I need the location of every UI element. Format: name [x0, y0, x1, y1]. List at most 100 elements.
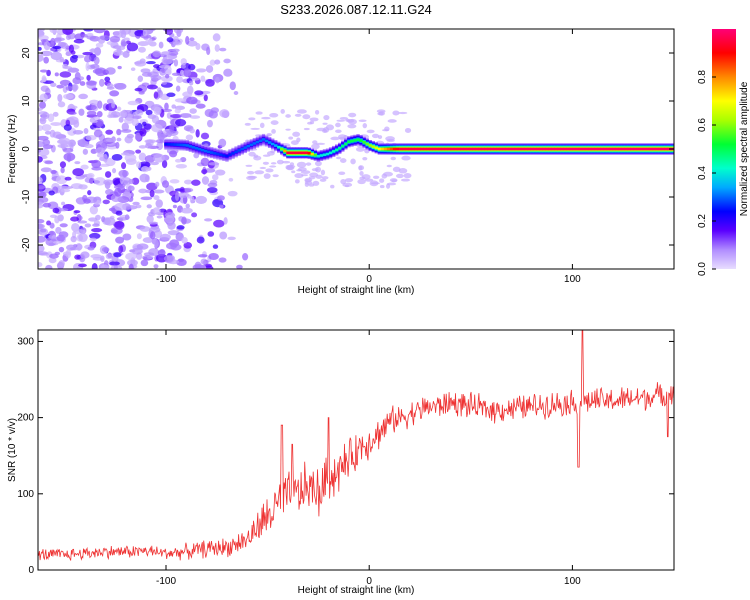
ridge-cell — [545, 147, 549, 151]
noise-blob — [212, 33, 221, 42]
noise-blob — [121, 41, 128, 47]
ridge-cell — [350, 139, 354, 143]
noise-blob — [262, 154, 271, 157]
top-x-tick-label: 0 — [366, 274, 372, 285]
noise-blob — [177, 192, 190, 198]
ridge-cell — [551, 147, 555, 151]
noise-blob — [88, 217, 98, 222]
noise-blob — [86, 32, 94, 37]
ridge-cell — [328, 151, 333, 155]
ridge-cell — [472, 147, 476, 151]
noise-blob — [38, 235, 47, 243]
ridge-cell — [435, 147, 439, 151]
ridge-cell — [319, 154, 324, 157]
ridge-cell — [292, 151, 296, 155]
ridge-cell — [493, 147, 497, 151]
noise-blob — [139, 226, 151, 232]
noise-blob — [100, 264, 110, 269]
ridge-cell — [496, 147, 500, 151]
noise-blob — [209, 59, 216, 66]
ridge-cell — [228, 153, 232, 157]
noise-blob — [125, 252, 137, 261]
noise-blob — [236, 264, 243, 269]
noise-blob — [146, 255, 154, 260]
snr-marks — [38, 330, 674, 561]
ridge-cell — [383, 147, 388, 151]
noise-blob — [302, 114, 311, 120]
noise-blob — [90, 64, 100, 69]
noise-blob — [80, 164, 89, 170]
noise-blob — [104, 76, 111, 82]
noise-blob — [155, 253, 168, 263]
noise-blob — [189, 128, 195, 134]
noise-blob — [285, 114, 291, 118]
noise-blob — [149, 189, 155, 198]
ridge-cell — [289, 151, 293, 155]
noise-blob — [358, 119, 367, 123]
noise-blob — [87, 246, 95, 251]
ridge-cell — [645, 147, 650, 151]
noise-blob — [49, 222, 55, 229]
noise-blob — [398, 111, 408, 115]
noise-blob — [195, 103, 206, 109]
ridge-cell — [447, 147, 452, 151]
bottom-x-tick-label: 0 — [366, 576, 372, 587]
noise-blob — [153, 91, 159, 99]
noise-blob — [126, 42, 139, 52]
noise-blob — [89, 99, 99, 106]
ridge-cell — [283, 149, 287, 153]
noise-blob — [161, 159, 168, 169]
noise-blob — [57, 93, 63, 103]
ridge-cell — [286, 151, 290, 155]
noise-blob — [78, 184, 88, 190]
ridge-cell — [200, 148, 205, 152]
noise-blob — [83, 198, 91, 204]
noise-blob — [336, 119, 346, 122]
bottom-y-tick-label: 300 — [17, 336, 34, 347]
noise-blob — [288, 136, 294, 140]
ridge-cell — [219, 153, 223, 157]
noise-blob — [303, 127, 310, 131]
ridge-cell — [618, 147, 622, 151]
noise-blob — [50, 122, 62, 127]
noise-blob — [38, 201, 44, 205]
noise-blob — [215, 76, 220, 84]
noise-blob — [186, 194, 192, 199]
noise-blob — [38, 219, 45, 224]
noise-blob — [140, 68, 151, 74]
noise-blob — [92, 68, 104, 74]
noise-blob — [43, 56, 49, 64]
noise-blob — [350, 158, 356, 165]
noise-blob — [124, 214, 130, 220]
noise-blob — [197, 254, 208, 258]
noise-blob — [152, 207, 161, 215]
noise-blob — [173, 29, 184, 34]
noise-blob — [184, 179, 193, 185]
noise-blob — [141, 166, 150, 173]
noise-blob — [135, 204, 142, 209]
ridge-cell — [633, 147, 638, 151]
noise-blob — [145, 61, 156, 65]
noise-blob — [71, 54, 79, 59]
noise-blob — [50, 82, 57, 88]
noise-blob — [52, 45, 62, 50]
ridge-cell — [554, 147, 558, 151]
noise-blob — [90, 148, 98, 154]
noise-blob — [137, 75, 144, 82]
ridge-cell — [402, 147, 406, 151]
noise-blob — [146, 84, 158, 90]
noise-blob — [218, 257, 227, 263]
noise-blob — [107, 114, 114, 119]
noise-blob — [312, 140, 318, 145]
ridge-cell — [441, 147, 446, 151]
noise-blob — [348, 112, 357, 118]
noise-blob — [254, 170, 265, 175]
noise-blob — [390, 156, 397, 161]
noise-blob — [308, 176, 316, 180]
noise-blob — [169, 150, 178, 158]
ridge-cell — [347, 140, 351, 144]
noise-blob — [259, 166, 267, 170]
noise-blob — [93, 56, 100, 65]
noise-blob — [183, 68, 192, 78]
